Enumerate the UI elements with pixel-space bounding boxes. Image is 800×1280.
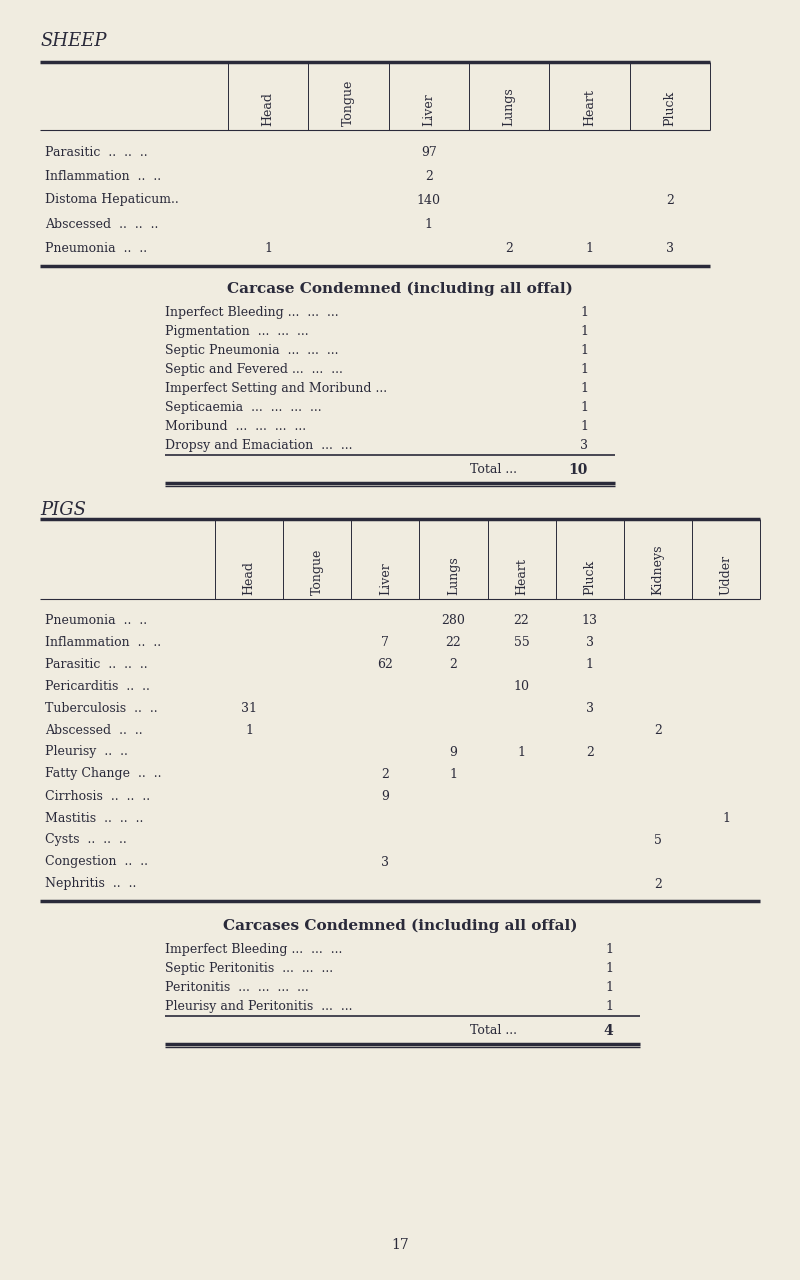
Text: 140: 140 (417, 193, 441, 206)
Text: 1: 1 (580, 344, 588, 357)
Text: 1: 1 (450, 768, 458, 781)
Text: Inperfect Bleeding ...  ...  ...: Inperfect Bleeding ... ... ... (165, 306, 338, 319)
Text: Udder: Udder (719, 554, 733, 595)
Text: Liver: Liver (422, 93, 435, 125)
Text: Pigmentation  ...  ...  ...: Pigmentation ... ... ... (165, 325, 309, 338)
Text: PIGS: PIGS (40, 500, 86, 518)
Text: 3: 3 (586, 701, 594, 714)
Text: Tongue: Tongue (310, 549, 324, 595)
Text: Distoma Hepaticum..: Distoma Hepaticum.. (45, 193, 178, 206)
Text: Pneumonia  ..  ..: Pneumonia .. .. (45, 242, 147, 255)
Text: 22: 22 (514, 613, 530, 626)
Text: Pluck: Pluck (663, 91, 676, 125)
Text: Nephritis  ..  ..: Nephritis .. .. (45, 878, 136, 891)
Text: 3: 3 (382, 855, 390, 869)
Text: Parasitic  ..  ..  ..: Parasitic .. .. .. (45, 658, 148, 671)
Text: 5: 5 (654, 833, 662, 846)
Text: Parasitic  ..  ..  ..: Parasitic .. .. .. (45, 146, 148, 159)
Text: Heart: Heart (515, 558, 528, 595)
Text: Pneumonia  ..  ..: Pneumonia .. .. (45, 613, 147, 626)
Text: Septic Pneumonia  ...  ...  ...: Septic Pneumonia ... ... ... (165, 344, 338, 357)
Text: 9: 9 (450, 745, 458, 759)
Text: Kidneys: Kidneys (651, 544, 664, 595)
Text: 22: 22 (446, 635, 462, 649)
Text: 55: 55 (514, 635, 530, 649)
Text: Head: Head (242, 561, 255, 595)
Text: 1: 1 (518, 745, 526, 759)
Text: Total ...: Total ... (470, 1024, 517, 1037)
Text: 1: 1 (580, 364, 588, 376)
Text: 9: 9 (382, 790, 390, 803)
Text: Septic and Fevered ...  ...  ...: Septic and Fevered ... ... ... (165, 364, 343, 376)
Text: 1: 1 (580, 306, 588, 319)
Text: 31: 31 (241, 701, 257, 714)
Text: 1: 1 (245, 723, 253, 736)
Text: 97: 97 (421, 146, 437, 159)
Text: 17: 17 (391, 1238, 409, 1252)
Text: 2: 2 (425, 169, 433, 183)
Text: SHEEP: SHEEP (40, 32, 106, 50)
Text: 2: 2 (654, 723, 662, 736)
Text: 1: 1 (580, 401, 588, 413)
Text: Carcase Condemned (including all offal): Carcase Condemned (including all offal) (227, 282, 573, 297)
Text: 10: 10 (514, 680, 530, 692)
Text: 2: 2 (382, 768, 390, 781)
Text: 2: 2 (506, 242, 513, 255)
Text: 2: 2 (666, 193, 674, 206)
Text: Abscessed  ..  ..  ..: Abscessed .. .. .. (45, 218, 158, 230)
Text: Imperfect Setting and Moribund ...: Imperfect Setting and Moribund ... (165, 381, 387, 396)
Text: Imperfect Bleeding ...  ...  ...: Imperfect Bleeding ... ... ... (165, 943, 342, 956)
Text: 280: 280 (442, 613, 466, 626)
Text: Inflammation  ..  ..: Inflammation .. .. (45, 635, 161, 649)
Text: 62: 62 (378, 658, 394, 671)
Text: 1: 1 (586, 242, 594, 255)
Text: 1: 1 (264, 242, 272, 255)
Text: 1: 1 (605, 963, 613, 975)
Text: 7: 7 (382, 635, 390, 649)
Text: Total ...: Total ... (470, 463, 517, 476)
Text: Cysts  ..  ..  ..: Cysts .. .. .. (45, 833, 126, 846)
Text: 4: 4 (603, 1024, 613, 1038)
Text: 10: 10 (569, 463, 588, 477)
Text: Peritonitis  ...  ...  ...  ...: Peritonitis ... ... ... ... (165, 980, 309, 995)
Text: Head: Head (262, 92, 274, 125)
Text: Abscessed  ..  ..: Abscessed .. .. (45, 723, 142, 736)
Text: 1: 1 (722, 812, 730, 824)
Text: Septicaemia  ...  ...  ...  ...: Septicaemia ... ... ... ... (165, 401, 322, 413)
Text: Pluck: Pluck (583, 559, 596, 595)
Text: 1: 1 (580, 420, 588, 433)
Text: Mastitis  ..  ..  ..: Mastitis .. .. .. (45, 812, 143, 824)
Text: Liver: Liver (379, 562, 392, 595)
Text: 3: 3 (586, 635, 594, 649)
Text: 1: 1 (605, 980, 613, 995)
Text: Cirrhosis  ..  ..  ..: Cirrhosis .. .. .. (45, 790, 150, 803)
Text: Carcases Condemned (including all offal): Carcases Condemned (including all offal) (222, 919, 578, 933)
Text: 1: 1 (605, 943, 613, 956)
Text: Moribund  ...  ...  ...  ...: Moribund ... ... ... ... (165, 420, 306, 433)
Text: 2: 2 (654, 878, 662, 891)
Text: Pericarditis  ..  ..: Pericarditis .. .. (45, 680, 150, 692)
Text: Congestion  ..  ..: Congestion .. .. (45, 855, 148, 869)
Text: Pleurisy  ..  ..: Pleurisy .. .. (45, 745, 128, 759)
Text: Lungs: Lungs (502, 87, 516, 125)
Text: 3: 3 (666, 242, 674, 255)
Text: 1: 1 (586, 658, 594, 671)
Text: 2: 2 (586, 745, 594, 759)
Text: Fatty Change  ..  ..: Fatty Change .. .. (45, 768, 162, 781)
Text: Septic Peritonitis  ...  ...  ...: Septic Peritonitis ... ... ... (165, 963, 333, 975)
Text: Dropsy and Emaciation  ...  ...: Dropsy and Emaciation ... ... (165, 439, 353, 452)
Text: 3: 3 (580, 439, 588, 452)
Text: 1: 1 (425, 218, 433, 230)
Text: 1: 1 (580, 325, 588, 338)
Text: 2: 2 (450, 658, 458, 671)
Text: Tongue: Tongue (342, 79, 355, 125)
Text: 1: 1 (580, 381, 588, 396)
Text: Heart: Heart (583, 90, 596, 125)
Text: 13: 13 (582, 613, 598, 626)
Text: Inflammation  ..  ..: Inflammation .. .. (45, 169, 161, 183)
Text: Tuberculosis  ..  ..: Tuberculosis .. .. (45, 701, 158, 714)
Text: Pleurisy and Peritonitis  ...  ...: Pleurisy and Peritonitis ... ... (165, 1000, 353, 1012)
Text: 1: 1 (605, 1000, 613, 1012)
Text: Lungs: Lungs (447, 557, 460, 595)
